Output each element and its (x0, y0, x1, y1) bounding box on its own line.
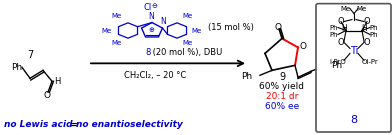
Text: 60% ee: 60% ee (265, 102, 299, 111)
FancyBboxPatch shape (316, 4, 391, 132)
Text: H: H (54, 77, 60, 86)
Text: N: N (161, 17, 166, 26)
Text: Ti: Ti (350, 46, 358, 56)
Text: i-PrO: i-PrO (330, 59, 347, 65)
Text: O: O (338, 38, 344, 47)
Text: Ph: Ph (241, 72, 252, 81)
Text: O: O (300, 42, 307, 51)
Text: Me: Me (357, 6, 367, 12)
Text: Oi-Pr: Oi-Pr (362, 59, 378, 65)
Text: N: N (148, 12, 154, 21)
Text: $\ominus$: $\ominus$ (151, 1, 159, 10)
Text: (20 mol %), DBU: (20 mol %), DBU (150, 48, 222, 57)
Text: Me: Me (183, 13, 193, 19)
Text: Ph: Ph (331, 61, 342, 70)
Text: 60% yield: 60% yield (260, 82, 305, 91)
Text: 8: 8 (350, 115, 358, 125)
Text: Me: Me (112, 40, 122, 46)
Text: Me: Me (112, 13, 122, 19)
Text: O: O (364, 38, 370, 47)
Text: Cl: Cl (144, 3, 152, 12)
Text: O: O (338, 17, 344, 26)
Text: (15 mol %): (15 mol %) (208, 23, 254, 32)
Text: no Lewis acid: no Lewis acid (4, 120, 73, 129)
Text: 8: 8 (145, 48, 151, 57)
Text: Ph: Ph (11, 63, 22, 72)
Text: $\oplus$: $\oplus$ (149, 25, 156, 34)
Text: Ph: Ph (370, 25, 378, 31)
Text: Ph: Ph (330, 33, 338, 38)
Text: O: O (274, 23, 281, 32)
Text: CH₂Cl₂, – 20 °C: CH₂Cl₂, – 20 °C (124, 71, 186, 80)
Text: H: H (341, 24, 347, 33)
Text: 20:1 dr: 20:1 dr (266, 92, 298, 101)
Text: Ph: Ph (330, 25, 338, 31)
Text: no enantioselectivity: no enantioselectivity (76, 120, 183, 129)
Text: Me: Me (183, 40, 193, 46)
Text: =: = (64, 120, 84, 129)
Text: O: O (44, 91, 51, 100)
Text: Me: Me (192, 28, 202, 33)
Text: 7: 7 (27, 50, 33, 60)
Text: Ph: Ph (370, 33, 378, 38)
Text: Me: Me (102, 28, 112, 33)
Text: H: H (361, 24, 367, 33)
Text: 9: 9 (279, 72, 285, 82)
Text: O: O (364, 17, 370, 26)
Text: Me: Me (341, 6, 351, 12)
